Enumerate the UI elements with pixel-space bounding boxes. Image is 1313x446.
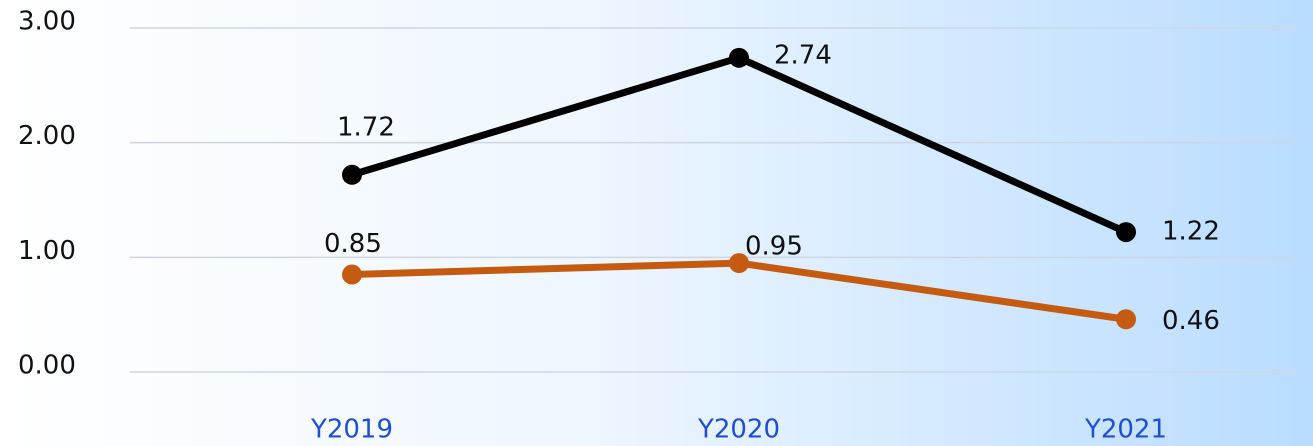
data-point bbox=[729, 253, 749, 274]
data-point bbox=[342, 264, 362, 285]
data-label: 0.95 bbox=[745, 232, 803, 262]
data-label: 1.72 bbox=[337, 112, 395, 142]
data-point bbox=[1116, 309, 1136, 330]
data-label: 0.85 bbox=[324, 229, 382, 259]
x-tick-label: Y2020 bbox=[697, 415, 780, 445]
data-label: 0.46 bbox=[1162, 306, 1220, 336]
x-tick-label: Y2021 bbox=[1084, 415, 1167, 445]
data-label: 2.74 bbox=[774, 40, 832, 70]
data-point bbox=[1116, 222, 1136, 243]
series-line bbox=[350, 54, 1128, 236]
data-point bbox=[342, 164, 362, 185]
y-tick-label: 1.00 bbox=[18, 236, 76, 266]
y-tick-label: 0.00 bbox=[18, 351, 76, 381]
y-tick-label: 2.00 bbox=[18, 121, 76, 151]
data-point bbox=[729, 47, 749, 68]
data-label: 1.22 bbox=[1162, 217, 1220, 247]
y-tick-label: 3.00 bbox=[18, 7, 76, 37]
x-tick-label: Y2019 bbox=[310, 415, 393, 445]
